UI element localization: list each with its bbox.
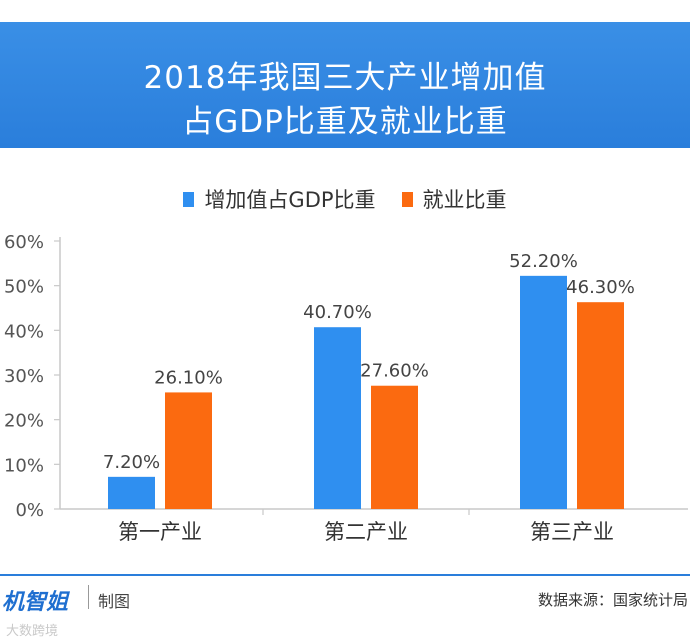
bar-value-label: 27.60% xyxy=(360,361,429,382)
y-tick-label: 10% xyxy=(4,455,44,476)
bar-value-label: 7.20% xyxy=(103,452,160,473)
bar-value-label: 40.70% xyxy=(303,302,372,323)
brand-separator xyxy=(88,585,89,609)
legend-label-employment-share: 就业比重 xyxy=(422,188,507,212)
x-category-label: 第一产业 xyxy=(118,520,202,544)
footer-divider xyxy=(0,574,690,576)
legend-item-gdp-share: 增加值占GDP比重 xyxy=(183,184,376,214)
watermark: 大数跨境 xyxy=(6,624,59,639)
bar-value-label: 26.10% xyxy=(154,367,223,388)
data-source: 数据来源：国家统计局 xyxy=(537,591,688,609)
bar xyxy=(108,476,155,509)
y-tick-label: 40% xyxy=(4,321,44,342)
bar xyxy=(577,302,624,509)
y-tick-label: 60% xyxy=(4,232,44,253)
y-tick-label: 20% xyxy=(4,411,44,432)
title-banner: 2018年我国三大产业增加值 占GDP比重及就业比重 xyxy=(0,22,690,148)
brand-subtitle: 制图 xyxy=(98,592,131,611)
bar xyxy=(371,385,418,509)
bar xyxy=(520,275,567,509)
title-line-1: 2018年我国三大产业增加值 xyxy=(143,60,547,96)
bar-value-label: 46.30% xyxy=(566,277,635,298)
bar-chart: 0% 10% 20% 30% 40% 50% 60% 7.20% 26.10% 第一产业 40.70… xyxy=(4,232,688,544)
x-category-label: 第三产业 xyxy=(530,520,614,544)
bar-value-label: 52.20% xyxy=(509,251,578,272)
y-tick-label: 50% xyxy=(4,277,44,298)
chart-legend: 增加值占GDP比重 就业比重 xyxy=(0,184,690,214)
legend-item-employment-share: 就业比重 xyxy=(401,184,507,214)
brand-logo: 机智姐 xyxy=(2,590,69,615)
y-tick-label: 0% xyxy=(15,500,44,521)
bar xyxy=(314,327,361,509)
x-category-label: 第二产业 xyxy=(324,520,408,544)
y-tick-label: 30% xyxy=(4,366,44,387)
legend-swatch-blue xyxy=(183,191,195,207)
legend-label-gdp-share: 增加值占GDP比重 xyxy=(204,188,376,212)
legend-swatch-orange xyxy=(401,191,413,207)
title-line-2: 占GDP比重及就业比重 xyxy=(182,104,508,140)
bar xyxy=(165,392,212,509)
